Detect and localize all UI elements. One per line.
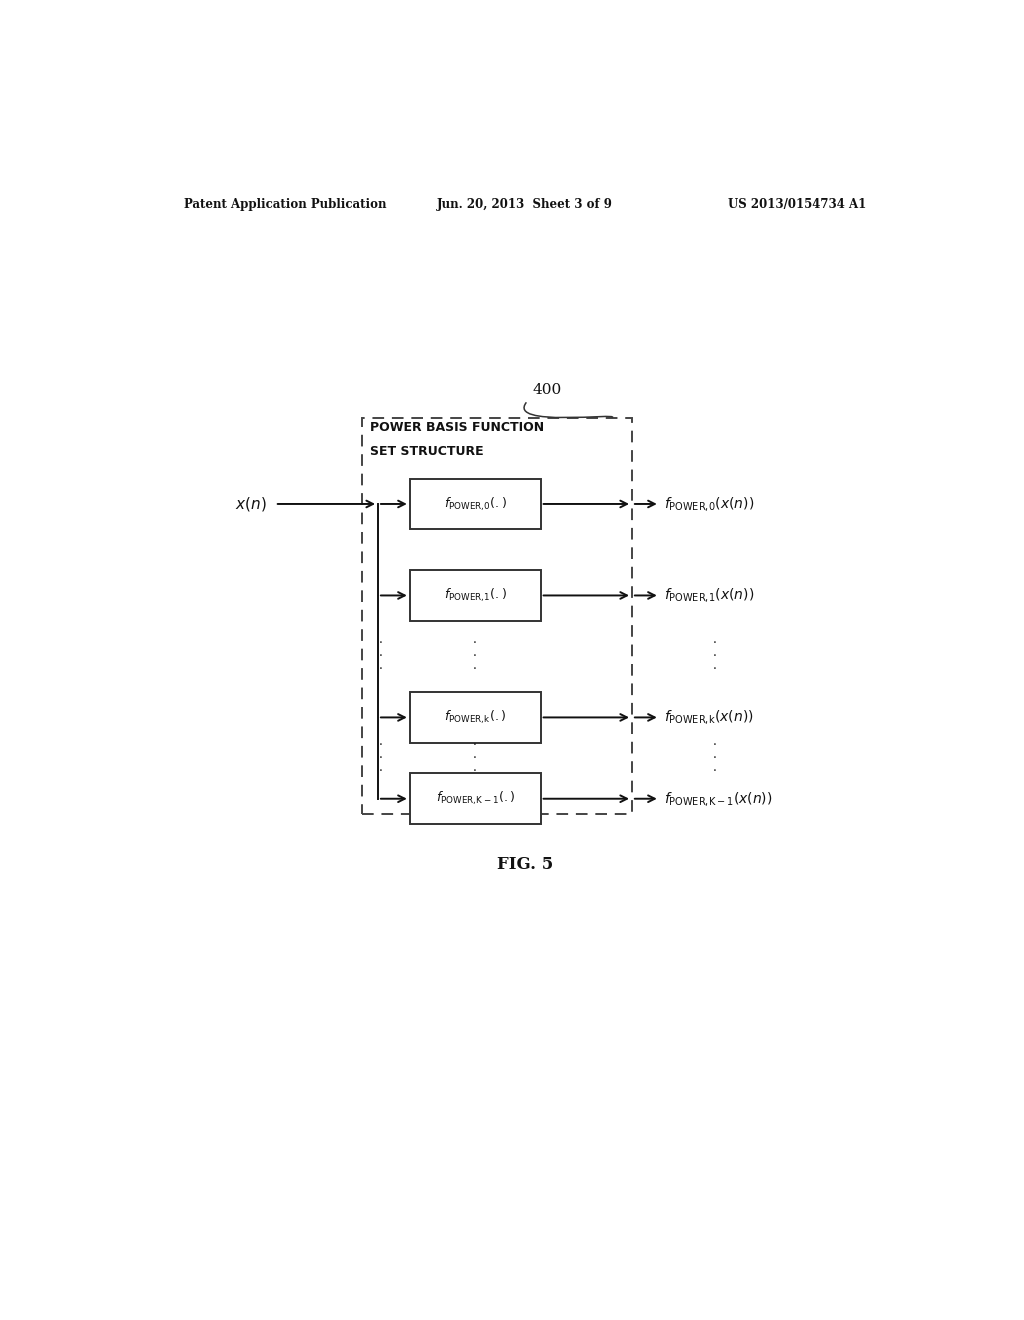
Text: $f_{\rm POWER,\!K-1}(.)$: $f_{\rm POWER,\!K-1}(.)$ [435,791,515,808]
Text: $f_{\rm POWER,\!K-1}(x(n))$: $f_{\rm POWER,\!K-1}(x(n))$ [664,789,772,808]
Bar [410,692,541,743]
Text: FIG. 5: FIG. 5 [497,857,553,874]
Text: $f_{\rm POWER,\!k}(.)$: $f_{\rm POWER,\!k}(.)$ [444,709,507,726]
Text: ·
·
·: · · · [714,739,717,777]
Bar [410,479,541,529]
Text: ·
·
·: · · · [714,638,717,676]
Text: $f_{\rm POWER,\!1}(x(n))$: $f_{\rm POWER,\!1}(x(n))$ [664,586,754,605]
Text: ·
·
·: · · · [379,638,382,676]
Text: $f_{\rm POWER,\!0}(.)$: $f_{\rm POWER,\!0}(.)$ [443,495,507,512]
Text: $f_{\rm POWER,\!0}(x(n))$: $f_{\rm POWER,\!0}(x(n))$ [664,495,754,513]
Bar [362,417,632,814]
Text: US 2013/0154734 A1: US 2013/0154734 A1 [728,198,866,211]
Text: $f_{\rm POWER,\!k}(x(n))$: $f_{\rm POWER,\!k}(x(n))$ [664,709,754,726]
Text: Jun. 20, 2013  Sheet 3 of 9: Jun. 20, 2013 Sheet 3 of 9 [437,198,612,211]
Bar [410,774,541,824]
Text: SET STRUCTURE: SET STRUCTURE [370,445,483,458]
Text: ·
·
·: · · · [473,638,477,676]
Text: $x(n)$: $x(n)$ [236,495,267,513]
Text: $f_{\rm POWER,\!1}(.)$: $f_{\rm POWER,\!1}(.)$ [443,587,507,605]
Bar [410,570,541,620]
Text: POWER BASIS FUNCTION: POWER BASIS FUNCTION [370,421,544,434]
Text: Patent Application Publication: Patent Application Publication [183,198,386,211]
Text: ·
·
·: · · · [473,739,477,777]
Text: ·
·
·: · · · [379,739,382,777]
Text: 400: 400 [532,383,562,397]
